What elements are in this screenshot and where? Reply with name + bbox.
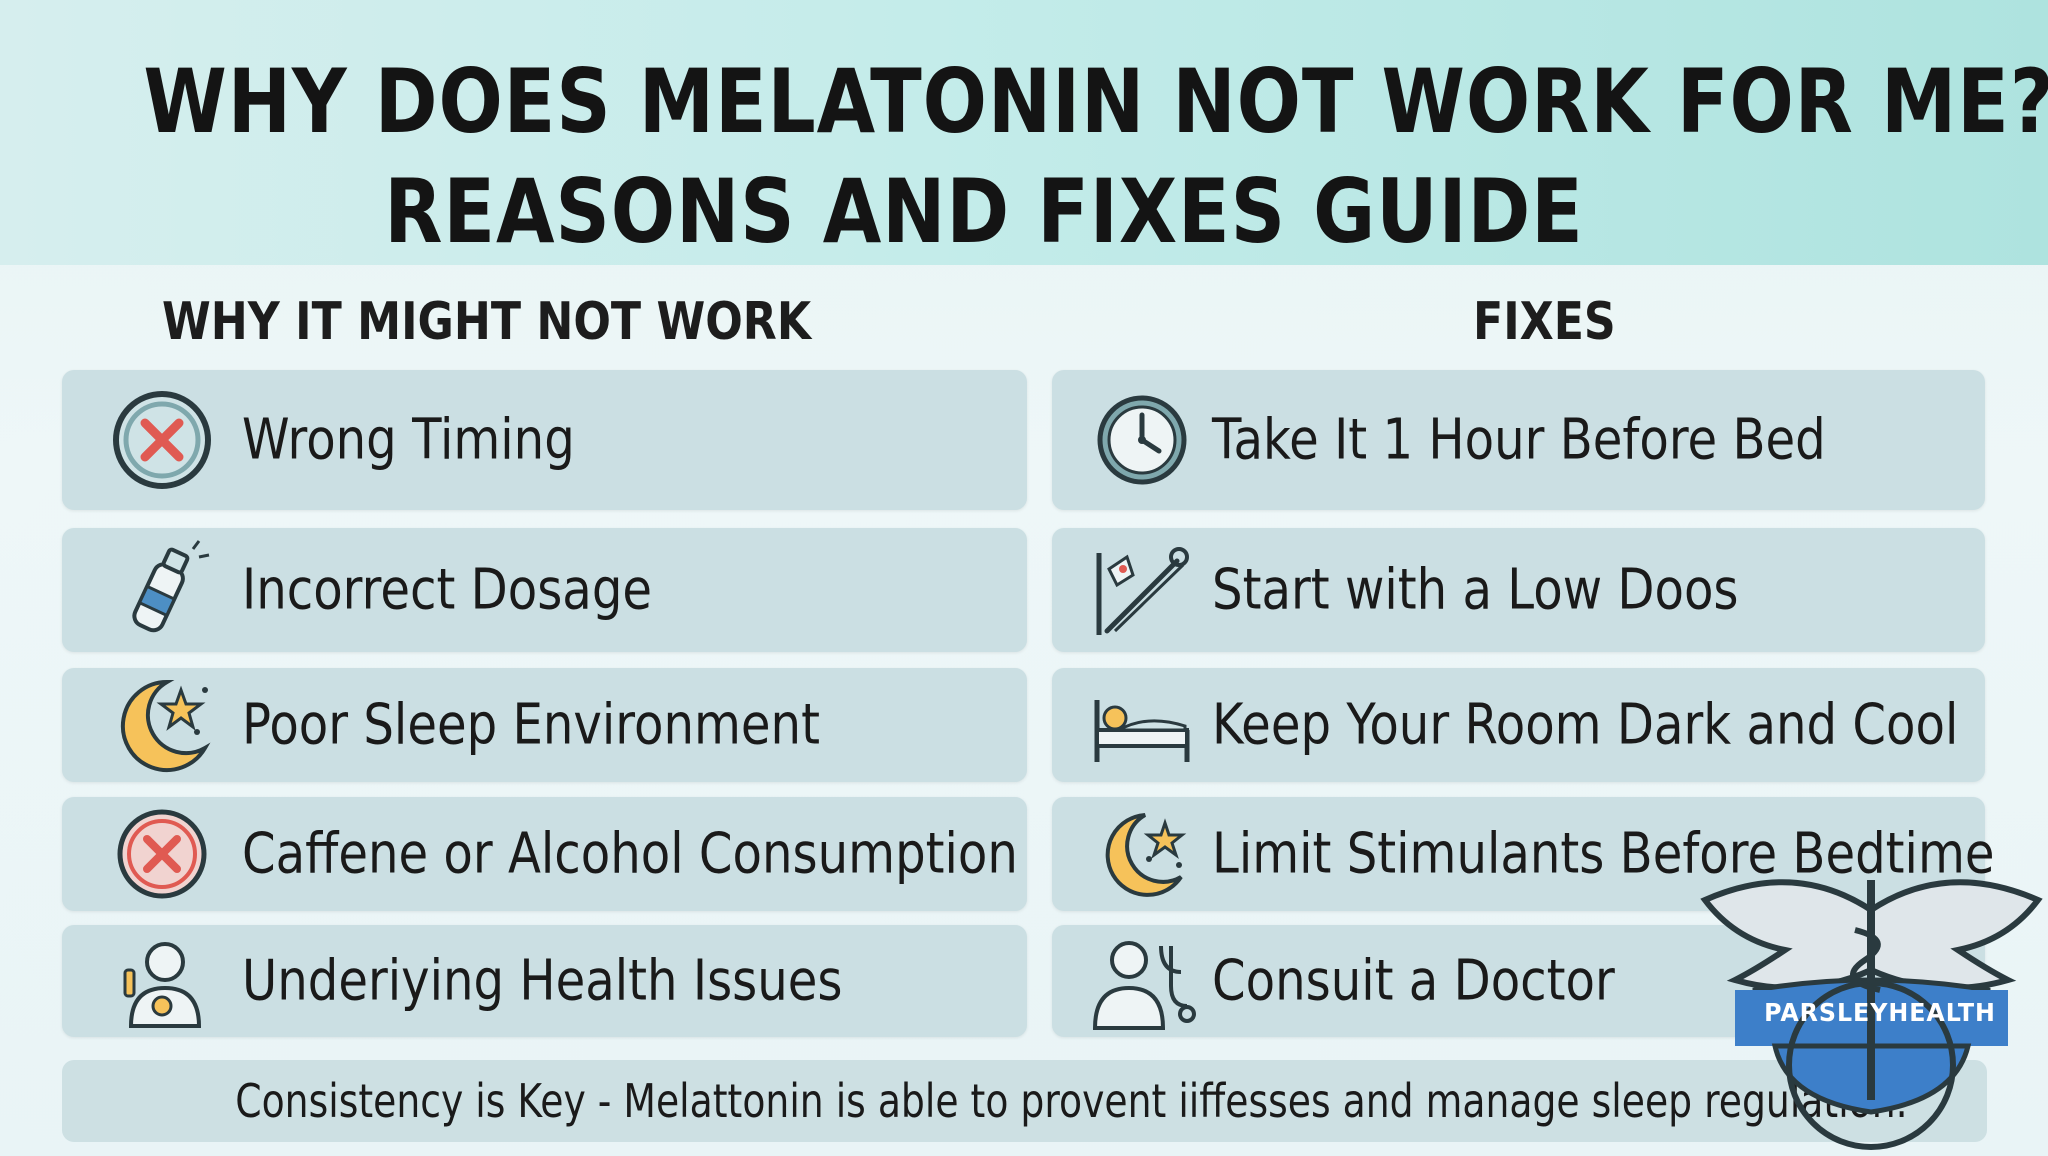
x-circle-icon bbox=[117, 809, 207, 899]
fix-label: Start with a Low Doos bbox=[1212, 557, 1739, 623]
reason-row-caffene-or-alcohol: Caffene or Alcohol Consumption bbox=[62, 797, 1027, 911]
reason-label: Underiying Health Issues bbox=[242, 948, 843, 1014]
reason-row-incorrect-dosage: Incorrect Dosage bbox=[62, 528, 1027, 652]
reason-row-underlying-health: Underiying Health Issues bbox=[62, 925, 1027, 1037]
reason-row-wrong-timing: Wrong Timing bbox=[62, 370, 1027, 510]
doctor-icon bbox=[1092, 941, 1196, 1030]
right-column-heading: FIXES bbox=[1473, 292, 1616, 352]
bed-icon bbox=[1094, 700, 1190, 762]
footer-banner: Consistency is Key - Melattonin is able … bbox=[62, 1060, 1987, 1142]
footer-text: Consistency is Key - Melattonin is able … bbox=[235, 1074, 1908, 1128]
moon-stars-icon bbox=[120, 679, 211, 772]
left-column-heading: WHY IT MIGHT NOT WORK bbox=[162, 292, 812, 352]
parsley-health-logo-icon bbox=[1700, 879, 2043, 1150]
fix-row-room-dark-cool: Keep Your Room Dark and Cool bbox=[1052, 668, 1985, 782]
person-icon bbox=[123, 942, 202, 1028]
fix-label: Consuit a Doctor bbox=[1212, 948, 1615, 1014]
fix-label: Limit Stimulants Before Bedtime bbox=[1212, 821, 1995, 887]
logo-name: PARSLEYHEALTH bbox=[1764, 998, 1996, 1027]
clock-icon bbox=[1097, 395, 1187, 485]
fix-row-low-dose: Start with a Low Doos bbox=[1052, 528, 1985, 652]
reason-label: Caffene or Alcohol Consumption bbox=[242, 821, 1018, 887]
x-circle-icon bbox=[113, 391, 211, 489]
reason-row-poor-sleep-environment: Poor Sleep Environment bbox=[62, 668, 1027, 782]
fix-row-take-before-bed: Take It 1 Hour Before Bed bbox=[1052, 370, 1985, 510]
fix-label: Keep Your Room Dark and Cool bbox=[1212, 692, 1959, 758]
syringe-icon bbox=[1096, 547, 1189, 635]
reason-label: Wrong Timing bbox=[242, 407, 575, 473]
header-banner bbox=[0, 0, 2048, 265]
page-title-line-1: WHY DOES MELATONIN NOT WORK FOR ME? bbox=[143, 50, 2048, 153]
reason-label: Poor Sleep Environment bbox=[242, 692, 820, 758]
reason-label: Incorrect Dosage bbox=[242, 557, 653, 623]
fix-label: Take It 1 Hour Before Bed bbox=[1212, 407, 1826, 473]
moon-stars-icon bbox=[1105, 813, 1187, 897]
bottle-icon bbox=[132, 540, 210, 633]
page-title-line-2: REASONS AND FIXES GUIDE bbox=[384, 160, 1584, 263]
